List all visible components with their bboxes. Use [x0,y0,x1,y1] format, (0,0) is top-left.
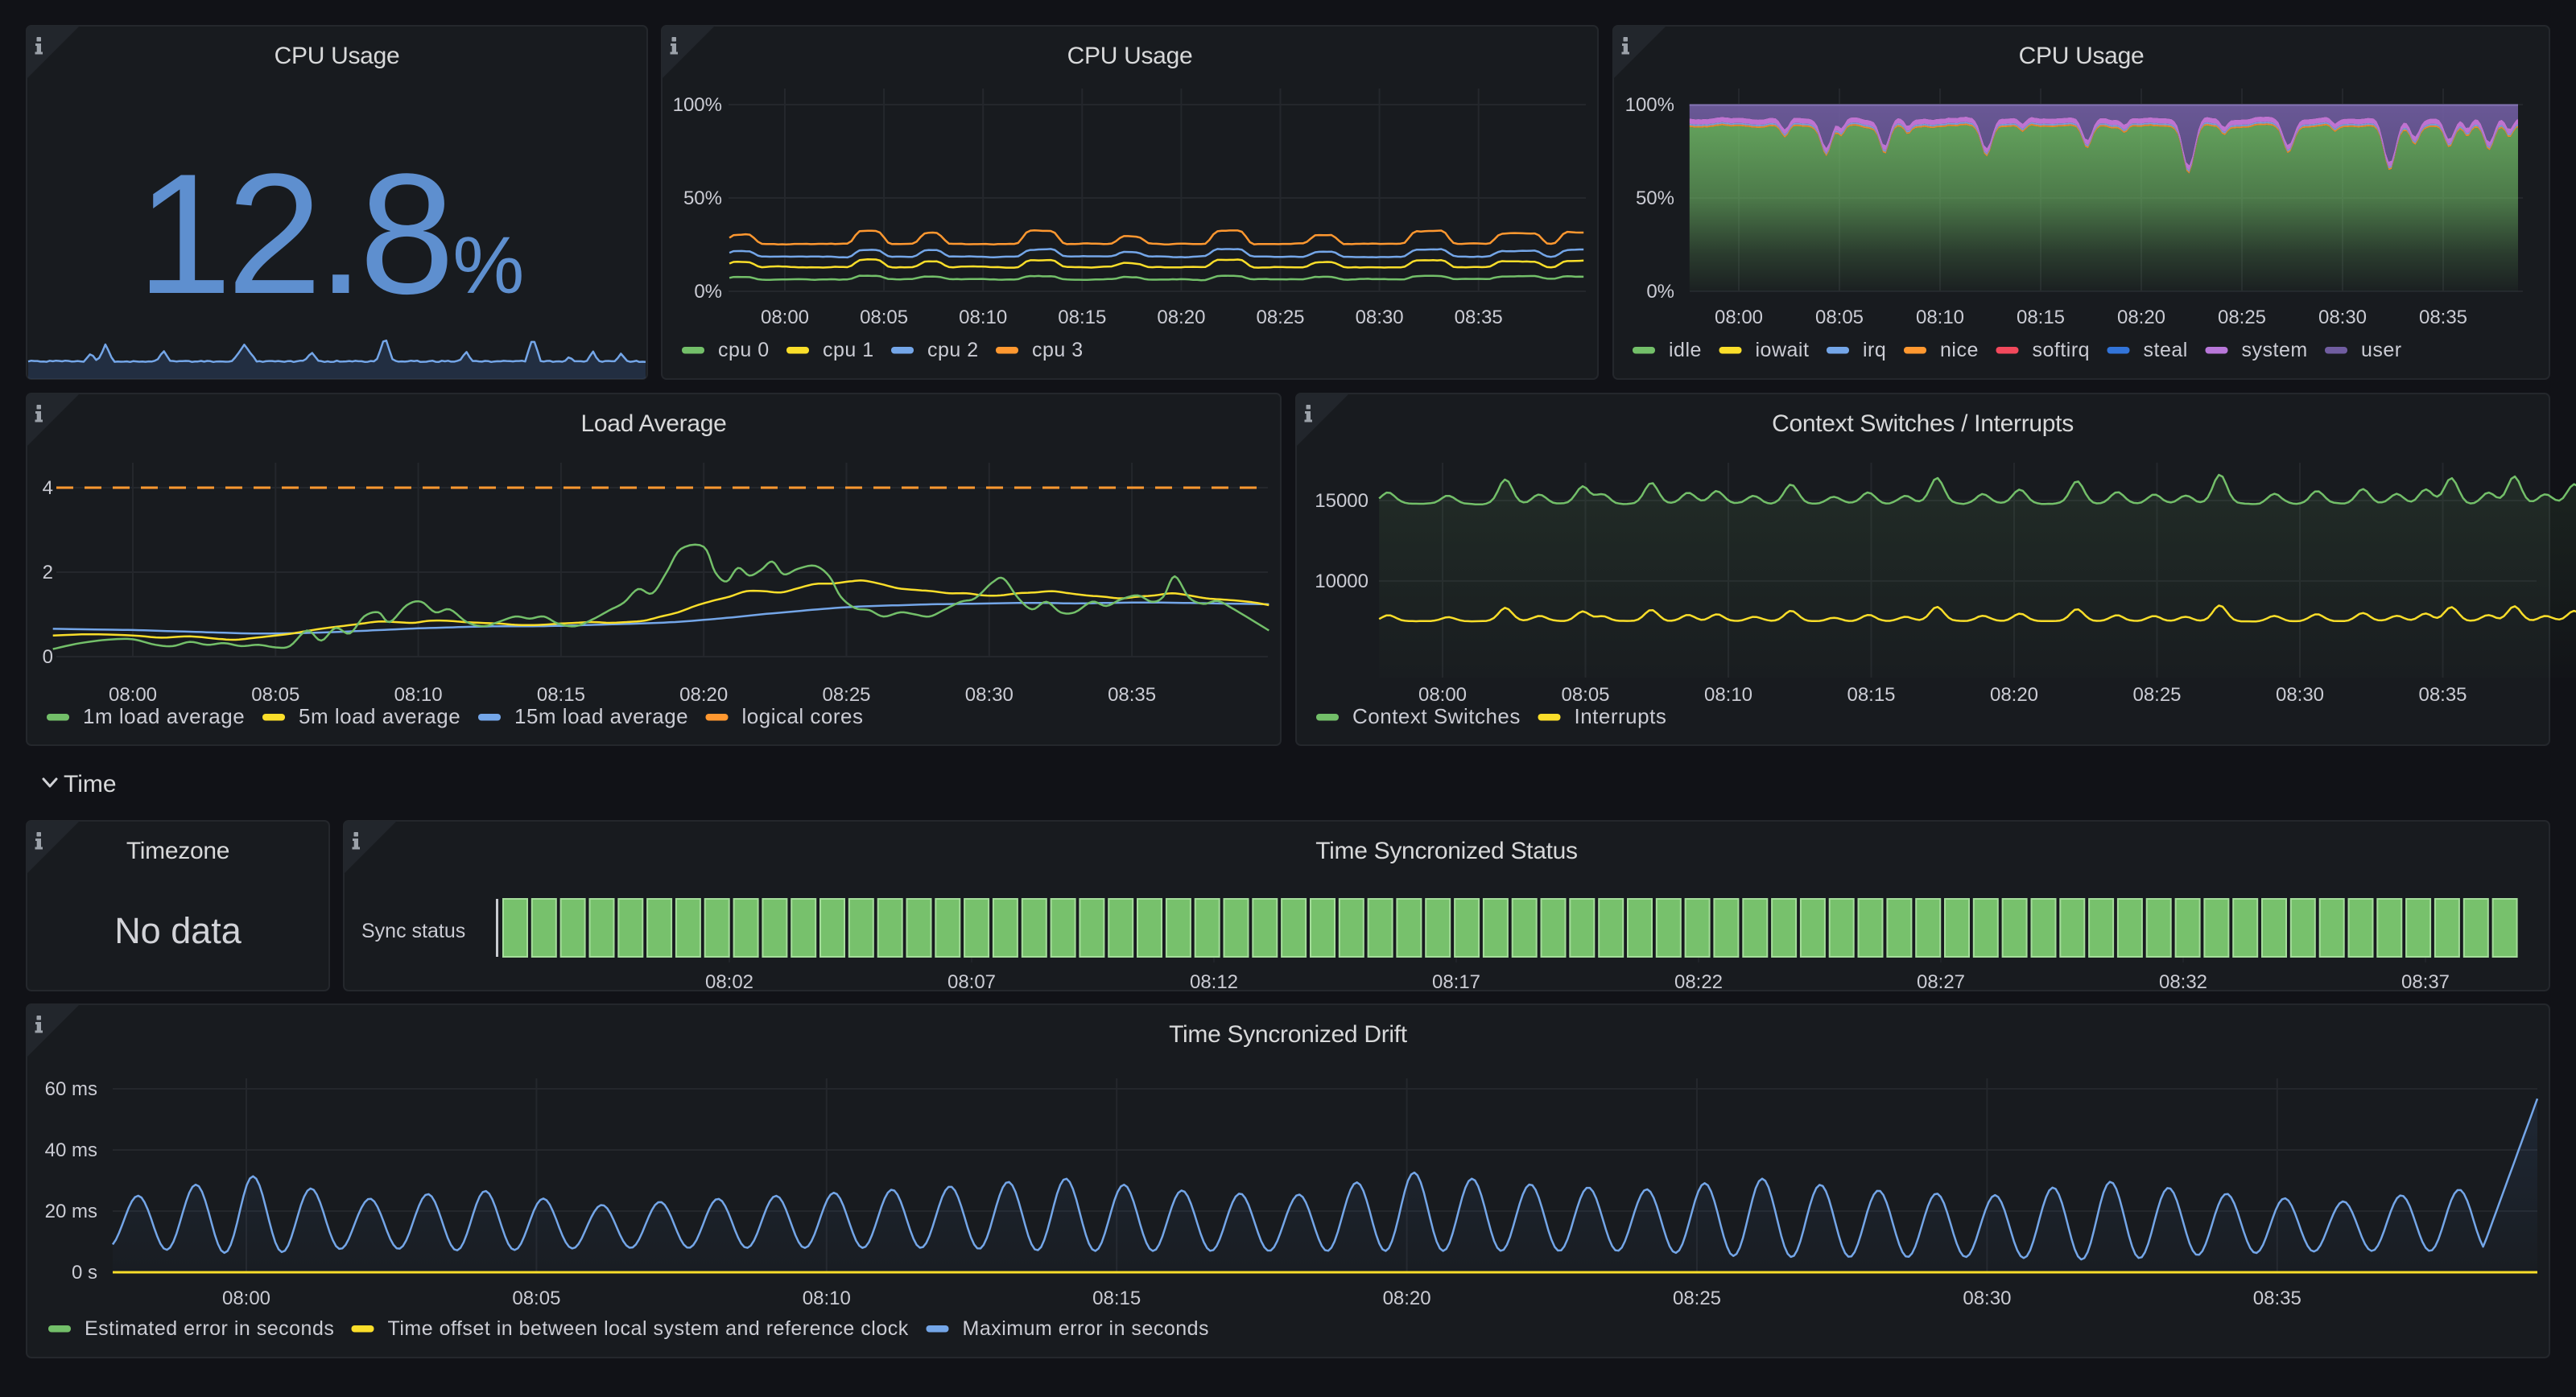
svg-text:08:15: 08:15 [1847,684,1895,706]
svg-text:08:30: 08:30 [1963,1288,2011,1309]
svg-text:08:05: 08:05 [512,1288,560,1309]
svg-text:08:25: 08:25 [2132,684,2181,706]
svg-text:system: system [2242,339,2308,361]
svg-text:08:20: 08:20 [1990,684,2038,706]
svg-text:08:32: 08:32 [2159,971,2207,993]
svg-text:08:30: 08:30 [2276,684,2324,706]
svg-text:iowait: iowait [1756,339,1810,361]
svg-text:Time offset in between local s: Time offset in between local system and … [388,1317,909,1340]
svg-text:No data: No data [114,910,242,951]
svg-text:100%: 100% [673,94,722,116]
svg-text:08:15: 08:15 [537,684,585,706]
svg-text:15m load average: 15m load average [514,704,688,728]
svg-text:08:05: 08:05 [1815,307,1864,328]
svg-text:08:15: 08:15 [2017,307,2065,328]
svg-text:08:00: 08:00 [761,307,809,328]
svg-text:Timezone: Timezone [126,838,229,864]
svg-text:08:10: 08:10 [1916,307,1964,328]
svg-text:08:17: 08:17 [1432,971,1480,993]
svg-text:08:00: 08:00 [222,1288,270,1309]
svg-text:08:22: 08:22 [1674,971,1723,993]
svg-text:5m load average: 5m load average [299,704,460,728]
svg-text:08:20: 08:20 [2117,307,2165,328]
svg-text:0%: 0% [1646,281,1674,303]
svg-text:50%: 50% [1636,188,1674,209]
svg-text:0: 0 [43,646,53,668]
svg-text:0%: 0% [694,281,722,303]
svg-text:08:07: 08:07 [947,971,996,993]
svg-text:08:25: 08:25 [1673,1288,1721,1309]
svg-text:0 s: 0 s [72,1262,97,1284]
svg-text:softirq: softirq [2033,339,2091,361]
svg-text:08:35: 08:35 [2418,684,2467,706]
svg-text:cpu 3: cpu 3 [1032,339,1084,361]
svg-text:20 ms: 20 ms [45,1201,97,1222]
svg-text:1m load average: 1m load average [83,704,245,728]
svg-text:08:12: 08:12 [1190,971,1238,993]
svg-text:08:37: 08:37 [2401,971,2450,993]
svg-text:08:05: 08:05 [860,307,908,328]
svg-text:08:02: 08:02 [705,971,753,993]
svg-text:Context Switches / Interrupts: Context Switches / Interrupts [1772,410,2074,437]
svg-text:cpu 1: cpu 1 [823,339,874,361]
svg-text:08:27: 08:27 [1917,971,1965,993]
svg-text:08:05: 08:05 [251,684,299,706]
svg-text:12.8%: 12.8% [137,138,524,330]
svg-text:nice: nice [1940,339,1979,361]
svg-text:08:00: 08:00 [1715,307,1763,328]
svg-text:Context Switches: Context Switches [1352,704,1521,728]
svg-text:08:35: 08:35 [2419,307,2467,328]
svg-text:Maximum error in seconds: Maximum error in seconds [963,1317,1210,1340]
svg-text:10000: 10000 [1315,571,1368,592]
svg-text:08:00: 08:00 [1418,684,1467,706]
svg-text:100%: 100% [1625,94,1674,116]
svg-text:08:35: 08:35 [1108,684,1156,706]
svg-text:irq: irq [1863,339,1886,361]
svg-text:50%: 50% [683,188,722,209]
svg-text:2: 2 [43,562,53,583]
svg-text:08:10: 08:10 [394,684,443,706]
svg-text:08:30: 08:30 [965,684,1013,706]
svg-text:cpu 2: cpu 2 [927,339,979,361]
svg-text:Time Syncronized Drift: Time Syncronized Drift [1169,1021,1408,1048]
svg-text:08:25: 08:25 [1256,307,1304,328]
svg-text:Time Syncronized Status: Time Syncronized Status [1315,838,1577,864]
svg-text:08:35: 08:35 [2253,1288,2301,1309]
svg-text:15000: 15000 [1315,490,1368,512]
svg-text:Sync status: Sync status [361,920,465,942]
svg-text:user: user [2361,339,2402,361]
svg-text:08:10: 08:10 [959,307,1007,328]
svg-text:08:20: 08:20 [1157,307,1205,328]
svg-text:08:15: 08:15 [1058,307,1106,328]
svg-text:CPU Usage: CPU Usage [275,43,400,69]
svg-text:08:10: 08:10 [1704,684,1752,706]
svg-text:08:30: 08:30 [2318,307,2367,328]
svg-text:08:05: 08:05 [1561,684,1609,706]
svg-text:idle: idle [1669,339,1702,361]
svg-text:60 ms: 60 ms [45,1078,97,1100]
svg-text:08:10: 08:10 [803,1288,851,1309]
svg-text:Estimated error in seconds: Estimated error in seconds [85,1317,334,1340]
svg-text:08:00: 08:00 [109,684,157,706]
svg-text:logical cores: logical cores [742,704,864,728]
svg-text:08:20: 08:20 [679,684,728,706]
svg-text:steal: steal [2144,339,2188,361]
svg-text:40 ms: 40 ms [45,1139,97,1161]
svg-text:08:30: 08:30 [1356,307,1404,328]
svg-text:08:20: 08:20 [1383,1288,1431,1309]
svg-text:Load Average: Load Average [580,410,726,437]
svg-text:08:25: 08:25 [822,684,870,706]
svg-text:Time: Time [64,771,117,797]
svg-text:08:25: 08:25 [2218,307,2266,328]
svg-text:cpu 0: cpu 0 [718,339,770,361]
svg-text:4: 4 [43,477,53,499]
svg-text:CPU Usage: CPU Usage [2019,43,2145,69]
svg-text:CPU Usage: CPU Usage [1067,43,1193,69]
svg-text:08:35: 08:35 [1455,307,1503,328]
svg-text:08:15: 08:15 [1092,1288,1141,1309]
svg-text:Interrupts: Interrupts [1575,704,1667,728]
